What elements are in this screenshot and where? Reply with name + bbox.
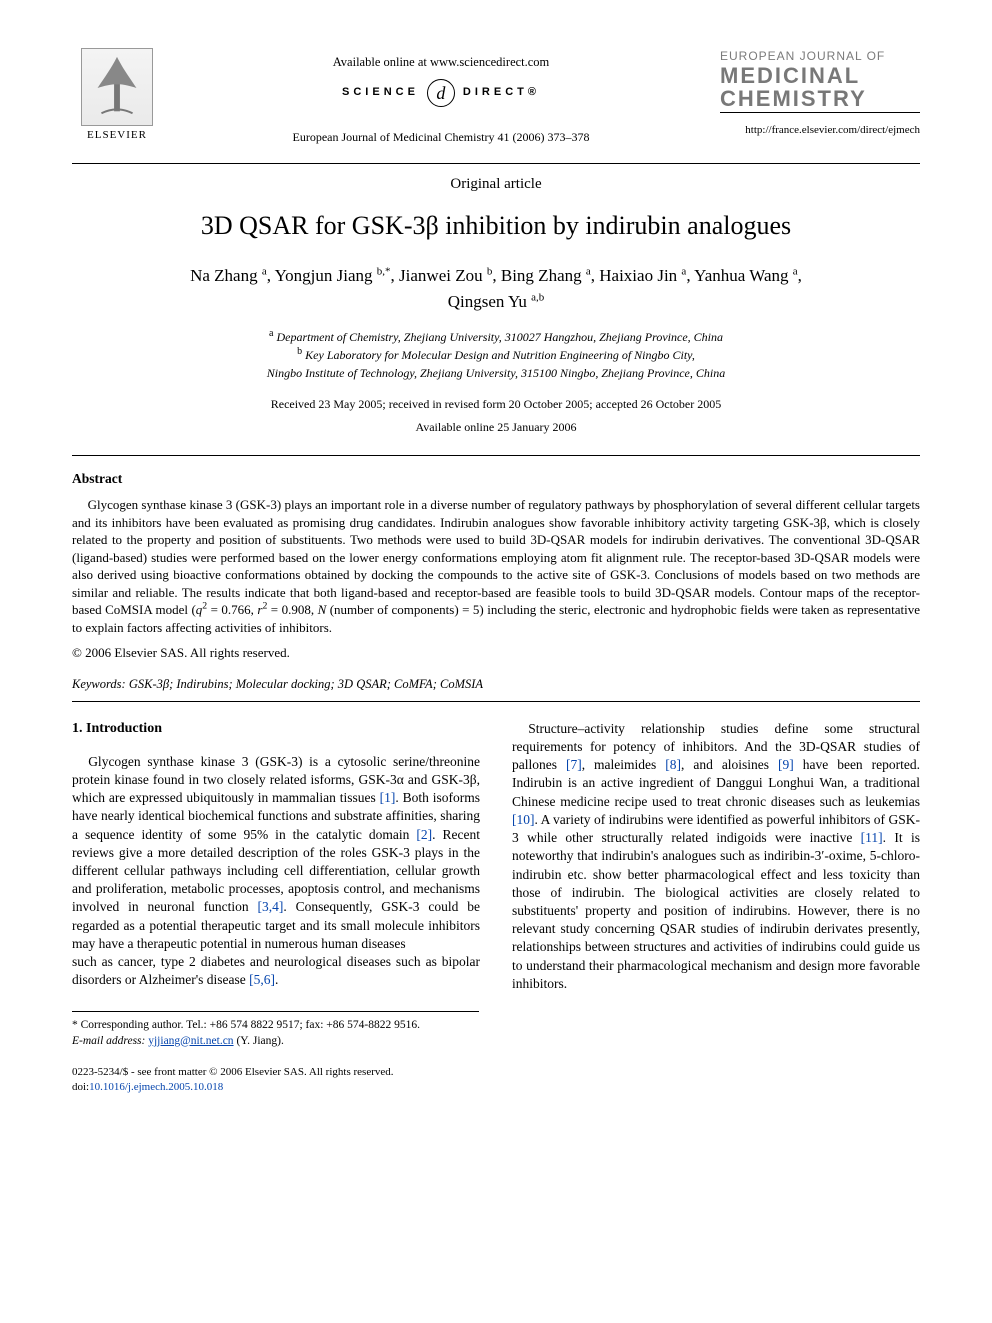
abstract-top-rule: [72, 455, 920, 456]
footer-block: 0223-5234/$ - see front matter © 2006 El…: [72, 1065, 920, 1095]
intro-para2: Structure–activity relationship studies …: [512, 720, 920, 993]
keywords-bottom-rule: [72, 701, 920, 702]
body-columns: 1. Introduction Glycogen synthase kinase…: [72, 720, 920, 993]
sd-right: DIRECT®: [463, 85, 540, 100]
science-direct-logo: SCIENCE d DIRECT®: [162, 79, 720, 107]
journal-logo-rule: [720, 112, 920, 113]
publisher-logo-block: ELSEVIER: [72, 48, 162, 143]
abstract-heading: Abstract: [72, 470, 920, 488]
sd-at-icon: d: [427, 79, 455, 107]
journal-url[interactable]: http://france.elsevier.com/direct/ejmech: [720, 123, 920, 138]
journal-logo-line1: EUROPEAN JOURNAL OF: [720, 48, 920, 64]
keywords-label: Keywords:: [72, 677, 126, 691]
article-type: Original article: [72, 174, 920, 194]
top-rule: [72, 163, 920, 164]
abstract-copyright: © 2006 Elsevier SAS. All rights reserved…: [72, 644, 920, 662]
email-link[interactable]: yjjiang@nit.net.cn: [148, 1035, 233, 1047]
article-dates: Received 23 May 2005; received in revise…: [72, 396, 920, 412]
email-who: (Y. Jiang).: [236, 1035, 283, 1047]
email-line: E-mail address: yjjiang@nit.net.cn (Y. J…: [72, 1034, 479, 1050]
email-label: E-mail address:: [72, 1035, 145, 1047]
journal-logo-line3: CHEMISTRY: [720, 87, 920, 110]
header-row: ELSEVIER Available online at www.science…: [72, 48, 920, 145]
doi-line: doi:10.1016/j.ejmech.2005.10.018: [72, 1080, 920, 1095]
affiliations: a Department of Chemistry, Zhejiang Univ…: [72, 328, 920, 382]
doi-label: doi:: [72, 1081, 89, 1093]
abstract-body: Glycogen synthase kinase 3 (GSK-3) plays…: [72, 496, 920, 636]
elsevier-label: ELSEVIER: [72, 128, 162, 143]
sd-left: SCIENCE: [342, 85, 419, 100]
intro-para1: Glycogen synthase kinase 3 (GSK-3) is a …: [72, 753, 480, 953]
intro-heading: 1. Introduction: [72, 720, 480, 739]
keywords-list: GSK-3β; Indirubins; Molecular docking; 3…: [129, 677, 483, 691]
available-online-line: Available online at www.sciencedirect.co…: [162, 54, 720, 71]
article-title: 3D QSAR for GSK-3β inhibition by indirub…: [72, 208, 920, 243]
journal-logo-block: EUROPEAN JOURNAL OF MEDICINAL CHEMISTRY …: [720, 48, 920, 138]
doi-value[interactable]: 10.1016/j.ejmech.2005.10.018: [89, 1081, 223, 1093]
journal-logo-line2: MEDICINAL: [720, 64, 920, 87]
journal-reference: European Journal of Medicinal Chemistry …: [162, 129, 720, 145]
intro-para1-cont: such as cancer, type 2 diabetes and neur…: [72, 953, 480, 989]
keywords-line: Keywords: GSK-3β; Indirubins; Molecular …: [72, 676, 920, 693]
footnotes-block: * Corresponding author. Tel.: +86 574 88…: [72, 1011, 479, 1049]
elsevier-tree-icon: [81, 48, 153, 126]
authors-list: Na Zhang a, Yongjun Jiang b,*, Jianwei Z…: [72, 263, 920, 314]
page-root: ELSEVIER Available online at www.science…: [0, 0, 992, 1135]
corresponding-author-note: * Corresponding author. Tel.: +86 574 88…: [72, 1018, 479, 1034]
center-header: Available online at www.sciencedirect.co…: [162, 48, 720, 145]
available-online-date: Available online 25 January 2006: [72, 419, 920, 435]
issn-line: 0223-5234/$ - see front matter © 2006 El…: [72, 1065, 920, 1080]
